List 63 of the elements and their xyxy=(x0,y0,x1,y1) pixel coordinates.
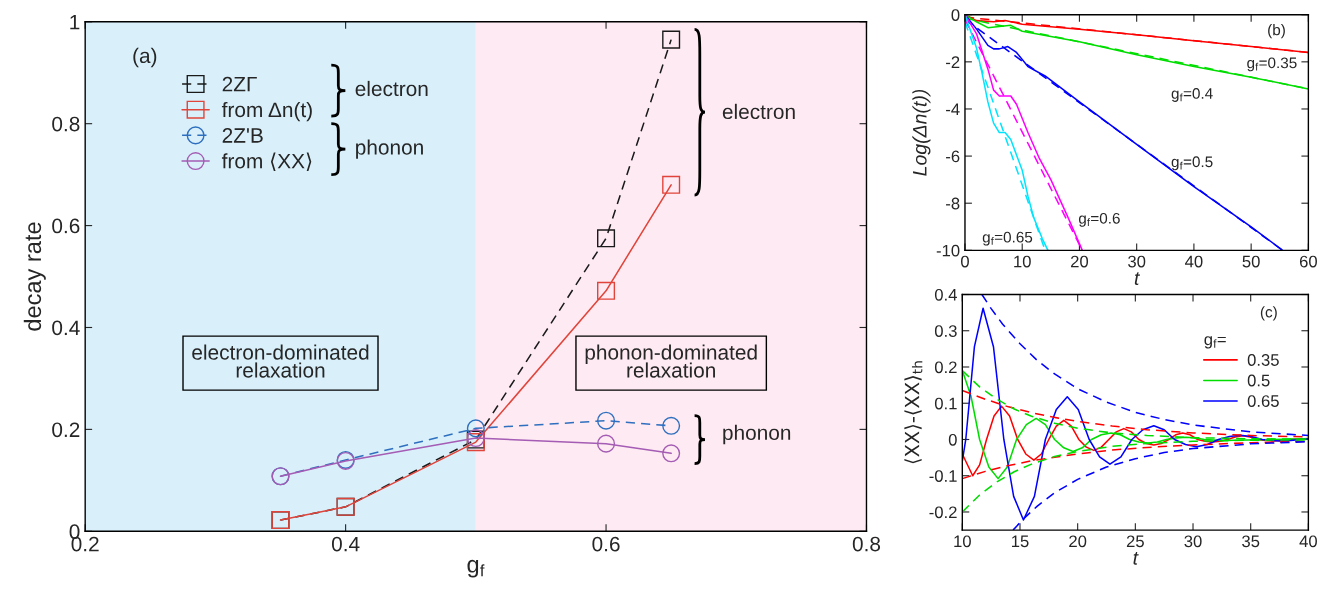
legend-label: from Δn(t) xyxy=(221,101,312,122)
y-tick-label: 0.4 xyxy=(52,320,80,336)
band-label: phonon-dominated relaxation xyxy=(585,344,757,378)
legend-label: from ⟨XX⟩ xyxy=(221,152,312,172)
annotation: electron xyxy=(722,103,795,120)
x-tick-label: 35 xyxy=(1242,535,1260,548)
x-tick-label: 30 xyxy=(1128,255,1146,268)
legend-label: 0.5 xyxy=(1247,374,1270,387)
y-tick-label: 0 xyxy=(948,433,957,446)
x-tick-label: 20 xyxy=(1071,255,1089,268)
annotation: g$_{f}$=0.5 xyxy=(1171,156,1213,171)
legend-label: 2Z'B xyxy=(222,128,263,143)
x-axis-title: g$_{f}$ xyxy=(467,559,485,578)
y-tick-label: -10 xyxy=(936,244,960,257)
x-tick-label: 40 xyxy=(1299,535,1317,548)
x-axis-title: t xyxy=(1133,552,1139,565)
x-tick-label: 0.6 xyxy=(592,536,620,552)
x-tick-label: 20 xyxy=(1069,535,1087,548)
x-tick-label: 25 xyxy=(1126,535,1144,548)
y-tick-label: 0.6 xyxy=(52,218,80,234)
y-tick-label: 0.2 xyxy=(52,422,80,438)
x-tick-label: 10 xyxy=(1014,255,1031,268)
y-axis-title: ⟨XX⟩-⟨XX⟩$_{th}$ xyxy=(904,361,923,464)
annotation: (b) xyxy=(1268,24,1285,39)
x-tick-label: 10 xyxy=(954,535,971,548)
y-tick-label: 1 xyxy=(70,15,80,30)
y-tick-label: -0.2 xyxy=(929,506,957,519)
y-axis-title: decay rate xyxy=(23,222,46,331)
y-tick-label: -8 xyxy=(946,197,960,210)
annotation: electron xyxy=(355,80,428,97)
y-tick-label: 0.4 xyxy=(934,288,957,301)
annotation: g$_{f}$=0.65 xyxy=(982,231,1033,246)
band-label: electron-dominated relaxation xyxy=(192,344,369,378)
y-tick-label: 0.2 xyxy=(934,361,957,374)
annotation: g$_{f}$=0.35 xyxy=(1247,57,1297,72)
annotation: phonon xyxy=(356,139,423,159)
annotation: g$_{f}$=0.4 xyxy=(1171,88,1213,102)
annotation: phonon xyxy=(723,424,791,445)
x-axis-title: t xyxy=(1134,272,1141,286)
x-tick-label: 30 xyxy=(1184,535,1202,548)
legend-title: g$_{f}$= xyxy=(1204,336,1226,349)
annotation: (c) xyxy=(1260,306,1277,321)
x-tick-label: 50 xyxy=(1242,255,1260,268)
y-tick-label: 0.3 xyxy=(934,325,957,337)
y-tick-label: -0.1 xyxy=(929,470,957,482)
y-tick-label: -4 xyxy=(946,103,960,115)
y-tick-label: 0.1 xyxy=(934,397,957,410)
y-tick-label: 0.8 xyxy=(52,116,80,132)
y-tick-label: -2 xyxy=(946,56,960,68)
x-tick-label: 15 xyxy=(1011,535,1029,548)
y-tick-label: 0 xyxy=(951,9,960,21)
legend-label: 0.35 xyxy=(1247,354,1279,366)
x-tick-label: 0.4 xyxy=(331,536,360,552)
legend-label: 0.65 xyxy=(1247,395,1279,407)
y-axis-title: Log(Δn(t)) xyxy=(912,89,931,176)
y-tick-label: -6 xyxy=(946,150,960,163)
x-tick-label: 40 xyxy=(1185,255,1203,268)
x-tick-label: 0 xyxy=(960,255,969,268)
annotation: (a) xyxy=(133,47,157,68)
x-tick-label: 0.8 xyxy=(852,536,881,552)
legend-label: 2ZΓ xyxy=(222,76,257,92)
annotation: g$_{f}$=0.6 xyxy=(1078,212,1120,227)
x-tick-label: 60 xyxy=(1299,255,1317,268)
